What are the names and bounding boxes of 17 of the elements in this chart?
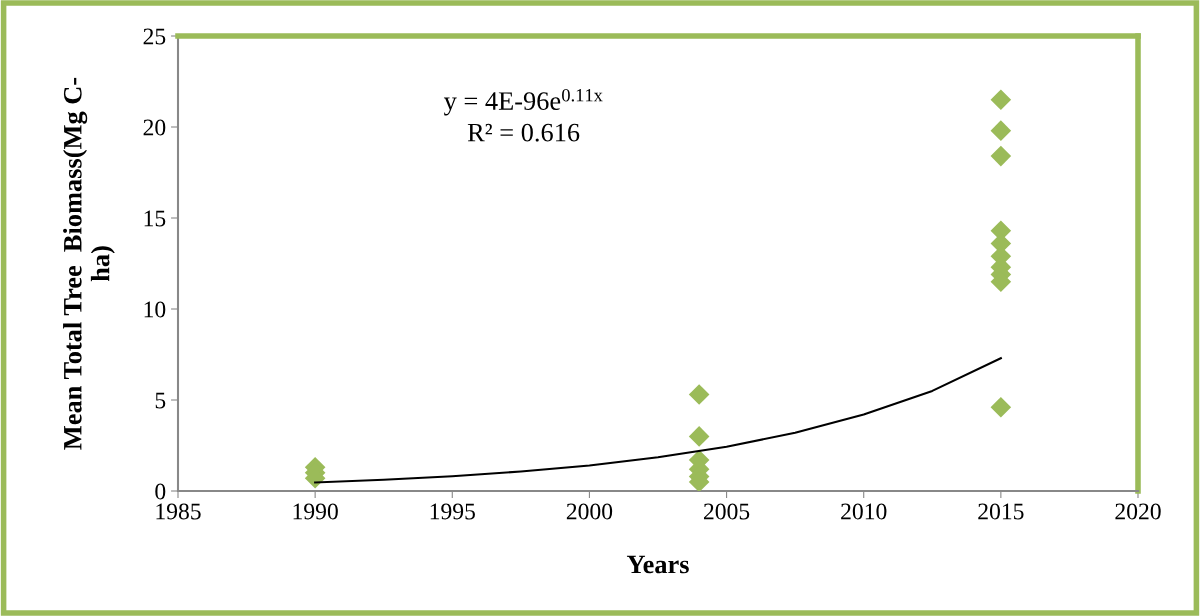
x-tick-label: 2005 (704, 503, 750, 520)
x-tick-label: 2015 (978, 503, 1024, 520)
x-tick-label: 2000 (566, 503, 613, 520)
x-tick-label: 2010 (841, 503, 887, 520)
y-tick-label: 0 (155, 483, 166, 500)
y-tick-label: 25 (143, 28, 166, 45)
text: y = 4E-96e$^{0.11x}$ R² = 0.616 (443, 88, 603, 142)
x-tick-label: 1995 (430, 503, 475, 520)
x-tick-label: 1985 (156, 503, 201, 520)
y-tick-label: 15 (144, 210, 166, 227)
y-tick-label: 5 (155, 392, 166, 409)
y-axis-title: Mean Total Tree Biomass(Mg C- ha) (63, 77, 115, 450)
x-tick-label: 2020 (1115, 503, 1161, 520)
y-tick-label: 20 (143, 119, 166, 136)
y-tick-label: 10 (144, 301, 166, 318)
x-tick-label: 1990 (293, 503, 338, 520)
x-axis-title: Years (626, 555, 689, 574)
